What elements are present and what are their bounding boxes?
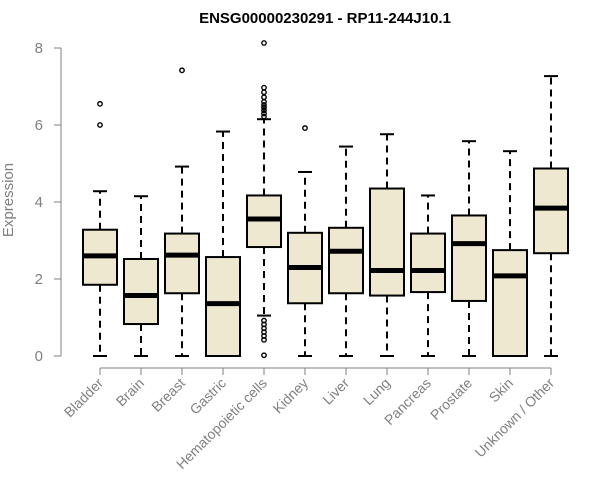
box-bladder [82,100,118,357]
y-tick-label: 8 [35,40,43,57]
outlier-point [302,125,308,131]
x-tick-label: Lung [360,375,393,408]
x-tick-label: Breast [148,375,188,415]
outlier-point [97,122,103,128]
box-rect [164,232,200,295]
box-unknown-other [533,75,569,357]
box-gastric [205,130,241,357]
outlier-point [261,89,267,96]
x-tick-label: Prostate [427,375,475,423]
box-brain [123,195,159,357]
x-tick-label: Kidney [270,375,312,417]
outlier-point [261,336,267,343]
box-skin [492,150,528,357]
outlier-point [261,102,267,108]
x-tick-label: Liver [319,375,352,408]
boxes-group [82,40,569,359]
outlier-point [261,107,267,114]
box-pancreas [410,194,446,357]
box-prostate [451,140,487,357]
outlier-point [261,84,267,91]
box-rect [410,232,446,294]
box-kidney [287,125,323,357]
box-rect [205,256,241,357]
box-breast [164,67,200,357]
box-hematopoietic-cells [246,40,282,359]
box-rect [451,214,487,302]
box-rect [328,226,364,295]
y-axis: 0 2 4 6 8 [35,40,62,365]
outlier-point [261,40,267,46]
x-tick-label: Bladder [61,375,107,421]
outlier-point [261,94,267,101]
y-axis-label: Expression [0,163,17,237]
box-liver [328,145,364,357]
box-rect [533,167,569,255]
outlier-point [261,110,267,117]
outlier-point [261,104,267,111]
y-tick-label: 0 [35,348,43,365]
x-tick-label: Brain [113,375,147,409]
box-lung [369,133,405,357]
x-tick-label: Skin [486,375,517,406]
y-tick-label: 4 [35,194,43,211]
box-rect [492,249,528,357]
y-tick-label: 2 [35,271,43,288]
chart-title: ENSG00000230291 - RP11-244J10.1 [199,10,451,27]
outlier-point [261,99,267,105]
box-rect [123,257,159,326]
outlier-point [97,100,103,107]
y-tick-label: 6 [35,117,43,134]
outlier-point [179,67,185,74]
outlier-point [261,352,267,359]
box-rect [369,187,405,297]
outlier-point [261,113,267,120]
